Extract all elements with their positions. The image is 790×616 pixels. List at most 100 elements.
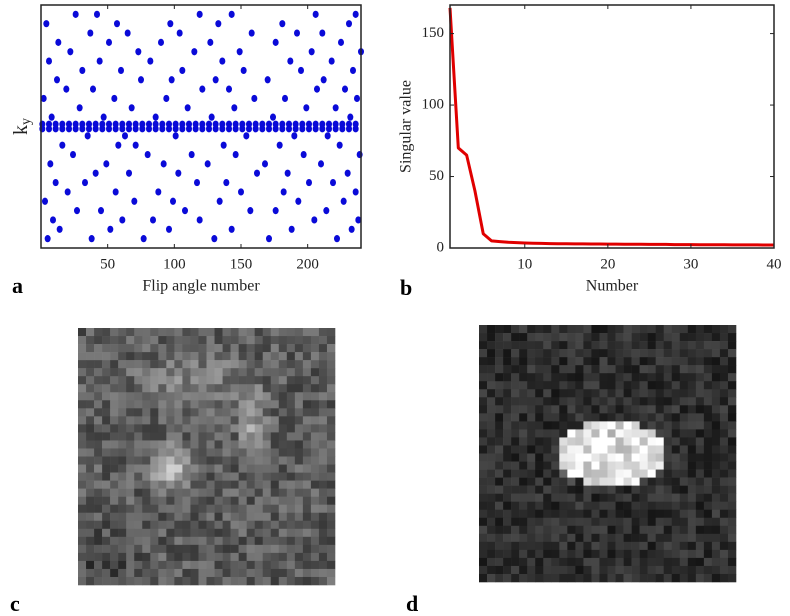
sample-dot xyxy=(232,150,239,159)
pixel xyxy=(695,325,705,334)
pixel xyxy=(487,413,496,422)
pixel xyxy=(567,453,576,462)
pixel xyxy=(198,544,207,554)
pixel xyxy=(703,333,713,342)
pixel xyxy=(302,560,312,570)
pixel xyxy=(126,528,135,538)
pixel xyxy=(174,352,183,361)
pixel xyxy=(118,344,127,353)
pixel xyxy=(254,520,264,530)
pixel xyxy=(110,488,119,497)
pixel xyxy=(559,413,568,422)
pixel xyxy=(583,373,592,382)
pixel xyxy=(126,536,135,546)
pixel xyxy=(158,464,167,473)
pixel xyxy=(270,368,280,377)
pixel xyxy=(150,472,159,481)
pixel xyxy=(543,477,552,486)
sample-dot xyxy=(138,76,144,84)
pixel xyxy=(78,360,87,369)
pixel xyxy=(174,464,183,473)
pixel xyxy=(118,360,127,369)
pixel xyxy=(302,456,312,465)
pixel xyxy=(639,381,648,390)
pixel xyxy=(230,328,239,337)
pixel xyxy=(262,368,272,377)
pixel xyxy=(326,480,336,489)
pixel xyxy=(487,421,496,430)
pixel xyxy=(118,392,127,401)
pixel xyxy=(286,560,296,570)
pixel xyxy=(150,488,159,497)
panel-label: b xyxy=(400,275,412,300)
sample-dot xyxy=(196,216,203,224)
pixel xyxy=(607,333,616,342)
sample-dot xyxy=(59,120,66,128)
pixel xyxy=(479,421,488,430)
pixel xyxy=(479,349,488,358)
pixel xyxy=(487,541,496,551)
sample-dot xyxy=(59,141,66,149)
pixel xyxy=(158,368,167,377)
pixel xyxy=(238,568,247,578)
sample-dot xyxy=(72,120,79,128)
pixel xyxy=(118,376,127,385)
pixel xyxy=(294,400,304,409)
pixel xyxy=(551,541,560,551)
sample-dot xyxy=(306,120,312,128)
pixel xyxy=(86,520,95,530)
pixel xyxy=(118,456,127,465)
pixel xyxy=(302,528,312,538)
pixel xyxy=(623,341,632,350)
sample-dot xyxy=(262,160,268,168)
pixel xyxy=(639,445,648,454)
pixel xyxy=(519,533,528,543)
pixel xyxy=(134,544,143,554)
pixel xyxy=(238,552,247,562)
image-d xyxy=(479,325,737,583)
pixel xyxy=(695,421,705,430)
pixel xyxy=(495,549,504,559)
pixel xyxy=(270,568,280,578)
pixel xyxy=(102,536,111,546)
pixel xyxy=(551,421,560,430)
pixel xyxy=(302,328,312,337)
pixel xyxy=(238,464,247,473)
sample-dot xyxy=(339,120,346,128)
sample-dot xyxy=(79,66,86,75)
pixel xyxy=(134,480,143,489)
x-tick-label: 10 xyxy=(517,256,532,272)
pixel xyxy=(286,440,296,449)
pixel xyxy=(326,504,336,514)
pixel xyxy=(254,472,264,481)
pixel xyxy=(302,392,312,401)
pixel xyxy=(567,333,576,342)
pixel xyxy=(655,533,665,543)
pixel xyxy=(623,501,632,511)
pixel xyxy=(198,392,207,401)
sample-dot xyxy=(303,104,310,112)
sample-dot xyxy=(344,169,351,177)
pixel xyxy=(270,496,280,505)
sample-dot xyxy=(166,225,172,233)
pixel xyxy=(222,328,231,337)
pixel xyxy=(102,512,111,522)
pixel xyxy=(591,381,600,390)
pixel xyxy=(671,549,681,559)
pixel xyxy=(535,565,544,575)
pixel xyxy=(110,392,119,401)
pixel xyxy=(214,440,223,449)
pixel xyxy=(479,389,488,398)
pixel xyxy=(495,541,504,551)
pixel xyxy=(727,493,737,502)
pixel xyxy=(687,357,697,366)
pixel xyxy=(727,533,737,543)
pixel xyxy=(110,472,119,481)
sample-dot xyxy=(354,94,360,103)
pixel xyxy=(214,472,223,481)
pixel xyxy=(583,565,592,575)
pixel xyxy=(318,424,328,433)
pixel xyxy=(270,448,280,457)
pixel xyxy=(230,432,239,441)
sample-dot xyxy=(48,113,55,121)
